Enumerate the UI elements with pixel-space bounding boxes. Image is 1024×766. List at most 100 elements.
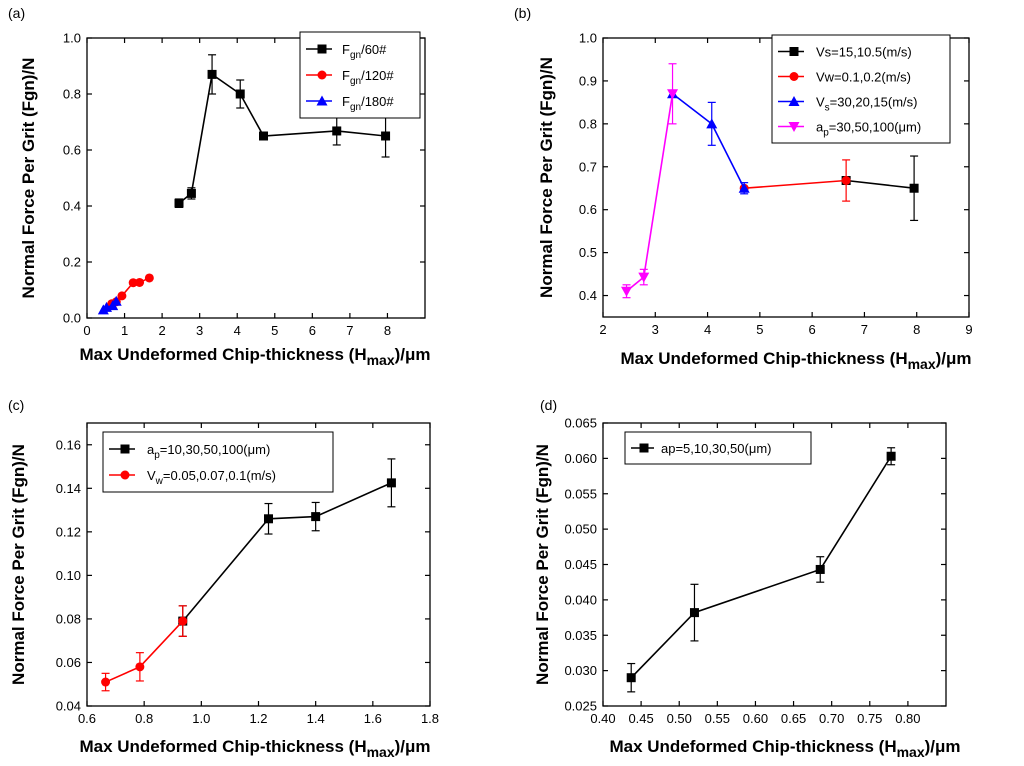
x-tick-label: 0.70 [819, 711, 844, 726]
x-tick-label: 6 [809, 322, 816, 337]
y-tick-label: 0.7 [579, 159, 597, 174]
data-point [689, 608, 699, 618]
data-point [706, 118, 718, 129]
y-tick-label: 0.8 [579, 116, 597, 131]
legend-label: ap=30,50,100(μm) [816, 120, 921, 139]
y-tick-label: 0.060 [564, 451, 597, 466]
x-tick-label: 0.40 [590, 711, 615, 726]
plot-frame [86, 37, 426, 319]
x-tick-label: 7 [346, 323, 353, 338]
data-point [135, 662, 145, 672]
panel-label: (c) [8, 397, 24, 413]
legend-label: Vw=0.1,0.2(m/s) [816, 70, 911, 85]
y-axis-title: Normal Force Per Grit (Fgn)/N [9, 444, 28, 685]
data-point [186, 188, 196, 198]
y-tick-label: 0.045 [564, 557, 597, 572]
data-point [386, 478, 396, 488]
y-tick-label: 0.050 [564, 522, 597, 537]
y-tick-label: 0.10 [56, 568, 81, 583]
x-tick-label: 1.2 [249, 711, 267, 726]
legend-marker [316, 95, 328, 106]
data-series [621, 63, 679, 299]
data-point [332, 126, 342, 136]
y-tick-label: 1.0 [579, 31, 597, 46]
data-point [117, 291, 127, 301]
x-tick-label: 1.8 [421, 711, 439, 726]
x-tick-label: 5 [271, 323, 278, 338]
x-tick-label: 9 [965, 322, 972, 337]
chart-panel: (c) 0.6 0.8 1.0 1.2 1.4 1.6 1.8 0.04 0.06 0.08 0.10… [8, 397, 439, 760]
y-tick-label: 0.04 [56, 699, 81, 714]
x-tick-label: 1.6 [364, 711, 382, 726]
y-tick-label: 0.065 [564, 416, 597, 431]
x-tick-label: 3 [652, 322, 659, 337]
y-tick-label: 0.14 [56, 481, 81, 496]
data-point [135, 277, 145, 287]
y-axis-title: Normal Force Per Grit (Fgn)/N [533, 444, 552, 685]
legend-marker [788, 96, 800, 106]
y-tick-label: 0.08 [56, 611, 81, 626]
y-tick-label: 0.030 [564, 663, 597, 678]
data-point [259, 131, 269, 141]
series-line [182, 482, 392, 622]
chart-panel: (a) 0 1 2 3 4 5 6 7 8 0.0 0.2 0.4 0.6 0.8 1.0 Max Undefo… [8, 5, 431, 368]
legend-label: ap=5,10,30,50(μm) [661, 441, 771, 456]
data-point [626, 673, 636, 683]
x-tick-label: 0 [83, 323, 90, 338]
x-tick-label: 7 [861, 322, 868, 337]
panel-label: (b) [514, 5, 531, 21]
y-tick-label: 0.040 [564, 592, 597, 607]
x-tick-label: 0.75 [857, 711, 882, 726]
data-series [101, 605, 188, 692]
series-line [105, 620, 184, 683]
data-point [621, 286, 633, 297]
chart-panel: (d) 0.40 0.45 0.50 0.55 0.60 0.65 0.70 0.75 0.80 0… [533, 397, 961, 760]
y-tick-label: 0.16 [56, 437, 81, 452]
legend-marker [317, 44, 327, 54]
x-tick-label: 0.8 [135, 711, 153, 726]
y-tick-label: 0.6 [579, 202, 597, 217]
x-tick-label: 8 [384, 323, 391, 338]
data-point [101, 677, 111, 687]
data-point [110, 295, 122, 306]
y-tick-label: 0.0 [63, 311, 81, 326]
data-point [909, 183, 919, 193]
y-axis-title: Normal Force Per Grit (Fgn)/N [19, 58, 38, 299]
x-axis-title: Max Undeformed Chip-thickness (Hmax)/μm [79, 345, 430, 368]
data-point [128, 278, 138, 288]
x-axis-title: Max Undeformed Chip-thickness (Hmax)/μm [609, 737, 960, 760]
data-point [144, 273, 154, 283]
y-tick-label: 0.035 [564, 628, 597, 643]
x-tick-label: 0.65 [781, 711, 806, 726]
data-series [97, 295, 122, 315]
data-series [626, 447, 896, 693]
legend-label: Vs=30,20,15(m/s) [816, 95, 917, 114]
series-line [630, 455, 892, 679]
chart-panel: (b) 2 3 4 5 6 7 8 9 0.4 0.5 0.6 0.7 0.8 0.9 1.0 Max Unde… [514, 5, 973, 372]
legend-marker [789, 47, 799, 56]
x-tick-label: 4 [704, 322, 711, 337]
data-point [667, 89, 679, 100]
x-tick-label: 8 [913, 322, 920, 337]
data-point [886, 451, 896, 461]
data-point [841, 176, 851, 186]
data-point [815, 564, 825, 574]
y-tick-label: 0.5 [579, 245, 597, 260]
legend-label: ap=10,30,50,100(μm) [147, 442, 270, 461]
legend-marker [317, 70, 327, 80]
legend-box [624, 431, 812, 465]
y-tick-label: 0.4 [579, 288, 597, 303]
y-tick-label: 0.06 [56, 655, 81, 670]
x-tick-label: 0.55 [705, 711, 730, 726]
y-tick-label: 0.6 [63, 143, 81, 158]
x-axis-title: Max Undeformed Chip-thickness (Hmax)/μm [620, 349, 971, 372]
data-point [311, 512, 321, 522]
series-line [744, 179, 847, 190]
legend-marker [639, 443, 649, 453]
series-line [626, 93, 674, 292]
legend-box [102, 431, 334, 493]
y-tick-label: 0.8 [63, 87, 81, 102]
x-tick-label: 0.60 [743, 711, 768, 726]
legend-label: Fgn/180# [342, 94, 394, 113]
y-tick-label: 0.2 [63, 255, 81, 270]
